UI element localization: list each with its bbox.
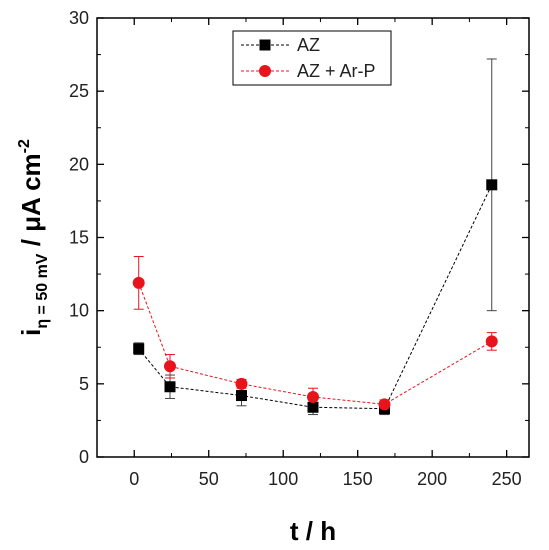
data-point bbox=[485, 335, 498, 348]
data-point bbox=[235, 377, 248, 390]
error-bars bbox=[133, 58, 497, 416]
y-tick-label: 0 bbox=[79, 447, 89, 467]
legend-label: AZ bbox=[297, 35, 320, 55]
x-tick-label: 0 bbox=[129, 469, 139, 489]
y-tick-label: 30 bbox=[69, 8, 89, 28]
legend: AZ AZ + Ar-P bbox=[232, 30, 392, 86]
y-axis-title: iη = 50 mV / μA cm-2 bbox=[16, 139, 51, 336]
y-axis-ticks: 0 5 10 15 20 25 30 bbox=[69, 8, 529, 467]
legend-label: AZ + Ar-P bbox=[297, 61, 376, 81]
y-axis-title-superscript: -2 bbox=[16, 139, 33, 153]
legend-box bbox=[232, 30, 392, 86]
series-line-2 bbox=[138, 282, 493, 405]
x-tick-label: 150 bbox=[343, 469, 373, 489]
x-tick-label: 50 bbox=[199, 469, 219, 489]
y-tick-label: 10 bbox=[69, 301, 89, 321]
x-axis-ticks: 0 50 100 150 200 250 bbox=[129, 18, 522, 489]
legend-marker bbox=[259, 39, 271, 51]
data-point bbox=[133, 343, 145, 355]
data-point bbox=[486, 179, 498, 191]
series-markers bbox=[132, 179, 498, 415]
y-axis-title-unit: / μA cm bbox=[16, 153, 46, 253]
series-line-1 bbox=[138, 184, 493, 410]
y-axis-title-subscript: η = 50 mV bbox=[34, 253, 51, 328]
data-point bbox=[307, 401, 319, 413]
data-point bbox=[163, 360, 176, 373]
data-point bbox=[132, 276, 145, 289]
legend-marker bbox=[259, 65, 271, 77]
x-axis-title: t / h bbox=[290, 516, 336, 546]
y-tick-label: 20 bbox=[69, 154, 89, 174]
y-tick-label: 15 bbox=[69, 228, 89, 248]
series-lines bbox=[138, 184, 493, 410]
x-tick-label: 200 bbox=[417, 469, 447, 489]
data-point bbox=[378, 398, 391, 411]
y-tick-label: 25 bbox=[69, 81, 89, 101]
data-point bbox=[164, 381, 176, 393]
x-tick-label: 100 bbox=[268, 469, 298, 489]
x-tick-label: 250 bbox=[492, 469, 522, 489]
data-point bbox=[235, 390, 247, 402]
y-tick-label: 5 bbox=[79, 374, 89, 394]
y-axis-title-main: i bbox=[16, 329, 46, 336]
data-point bbox=[307, 391, 319, 404]
